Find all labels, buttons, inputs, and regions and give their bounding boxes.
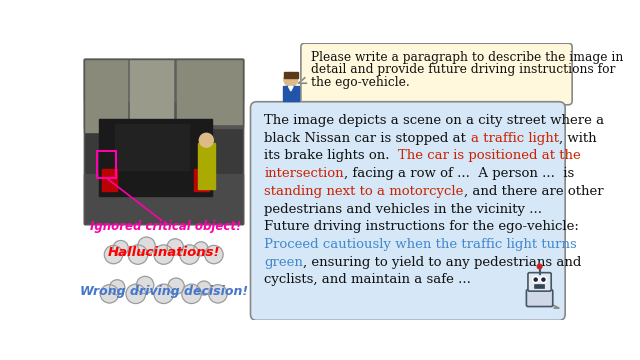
Bar	[284, 72, 298, 78]
Circle shape	[104, 246, 123, 264]
Text: Please write a paragraph to describe the image in: Please write a paragraph to describe the…	[311, 51, 623, 64]
Circle shape	[194, 242, 208, 256]
Text: Wrong driving decision!: Wrong driving decision!	[79, 285, 248, 298]
Circle shape	[100, 285, 118, 303]
Text: Ignored critical object!: Ignored critical object!	[90, 220, 241, 233]
Bar	[84, 59, 243, 128]
Text: , and there are other: , and there are other	[464, 185, 604, 198]
Text: , facing a row of ...  A person ...  is: , facing a row of ... A person ... is	[344, 167, 574, 180]
Bar	[131, 59, 173, 120]
FancyBboxPatch shape	[534, 285, 545, 288]
Polygon shape	[298, 78, 307, 83]
Circle shape	[209, 285, 227, 303]
Text: , ensuring to yield to any pedestrians and: , ensuring to yield to any pedestrians a…	[303, 256, 582, 269]
Bar	[99, 119, 212, 195]
Circle shape	[182, 284, 202, 303]
Text: detail and provide future driving instructions for: detail and provide future driving instru…	[311, 63, 615, 76]
Polygon shape	[553, 305, 559, 308]
Circle shape	[167, 239, 183, 255]
Bar	[283, 86, 298, 101]
Circle shape	[205, 246, 223, 264]
Text: its brake lights on.: its brake lights on.	[264, 149, 399, 162]
Text: Future driving instructions for the ego-vehicle:: Future driving instructions for the ego-…	[264, 220, 579, 233]
Text: Hallucinations!: Hallucinations!	[108, 246, 220, 259]
Text: green: green	[264, 256, 303, 269]
Bar	[194, 170, 209, 191]
Text: pedestrians and vehicles in the vicinity ...: pedestrians and vehicles in the vicinity…	[264, 203, 543, 216]
FancyBboxPatch shape	[527, 289, 553, 307]
Text: black Nissan car is stopped at: black Nissan car is stopped at	[264, 132, 470, 145]
Circle shape	[154, 245, 173, 264]
Text: intersection: intersection	[264, 167, 344, 180]
FancyBboxPatch shape	[301, 43, 572, 105]
Circle shape	[126, 284, 145, 303]
Text: cyclists, and maintain a safe ...: cyclists, and maintain a safe ...	[264, 274, 471, 287]
Circle shape	[138, 237, 155, 254]
Circle shape	[534, 278, 537, 281]
Circle shape	[136, 276, 154, 294]
Circle shape	[540, 276, 547, 283]
Circle shape	[154, 284, 173, 303]
Bar	[102, 170, 117, 191]
Circle shape	[180, 245, 199, 264]
Text: The car is positioned at the: The car is positioned at the	[399, 149, 581, 162]
FancyBboxPatch shape	[528, 273, 551, 291]
Circle shape	[128, 245, 148, 264]
Circle shape	[109, 280, 125, 295]
Circle shape	[199, 133, 213, 147]
Bar	[289, 80, 293, 86]
Circle shape	[542, 278, 545, 281]
Circle shape	[284, 72, 298, 86]
Circle shape	[113, 240, 128, 256]
Polygon shape	[289, 86, 293, 91]
Bar	[84, 59, 243, 224]
Bar	[84, 59, 127, 132]
Text: Proceed cautiously when the traffic light turns: Proceed cautiously when the traffic ligh…	[264, 238, 577, 251]
Bar	[198, 143, 215, 189]
Bar	[84, 59, 243, 101]
Circle shape	[532, 276, 539, 283]
Bar	[84, 174, 243, 224]
Text: , with: , with	[559, 132, 596, 145]
Circle shape	[197, 281, 211, 295]
Text: The image depicts a scene on a city street where a: The image depicts a scene on a city stre…	[264, 114, 605, 127]
Circle shape	[168, 278, 184, 294]
FancyBboxPatch shape	[250, 102, 565, 320]
Text: standing next to a motorcycle: standing next to a motorcycle	[264, 185, 464, 198]
Bar	[84, 59, 243, 224]
Circle shape	[537, 264, 542, 269]
Bar	[115, 124, 189, 170]
Text: the ego-vehicle.: the ego-vehicle.	[311, 76, 410, 89]
Text: a traffic light: a traffic light	[470, 132, 559, 145]
Bar	[177, 59, 243, 124]
